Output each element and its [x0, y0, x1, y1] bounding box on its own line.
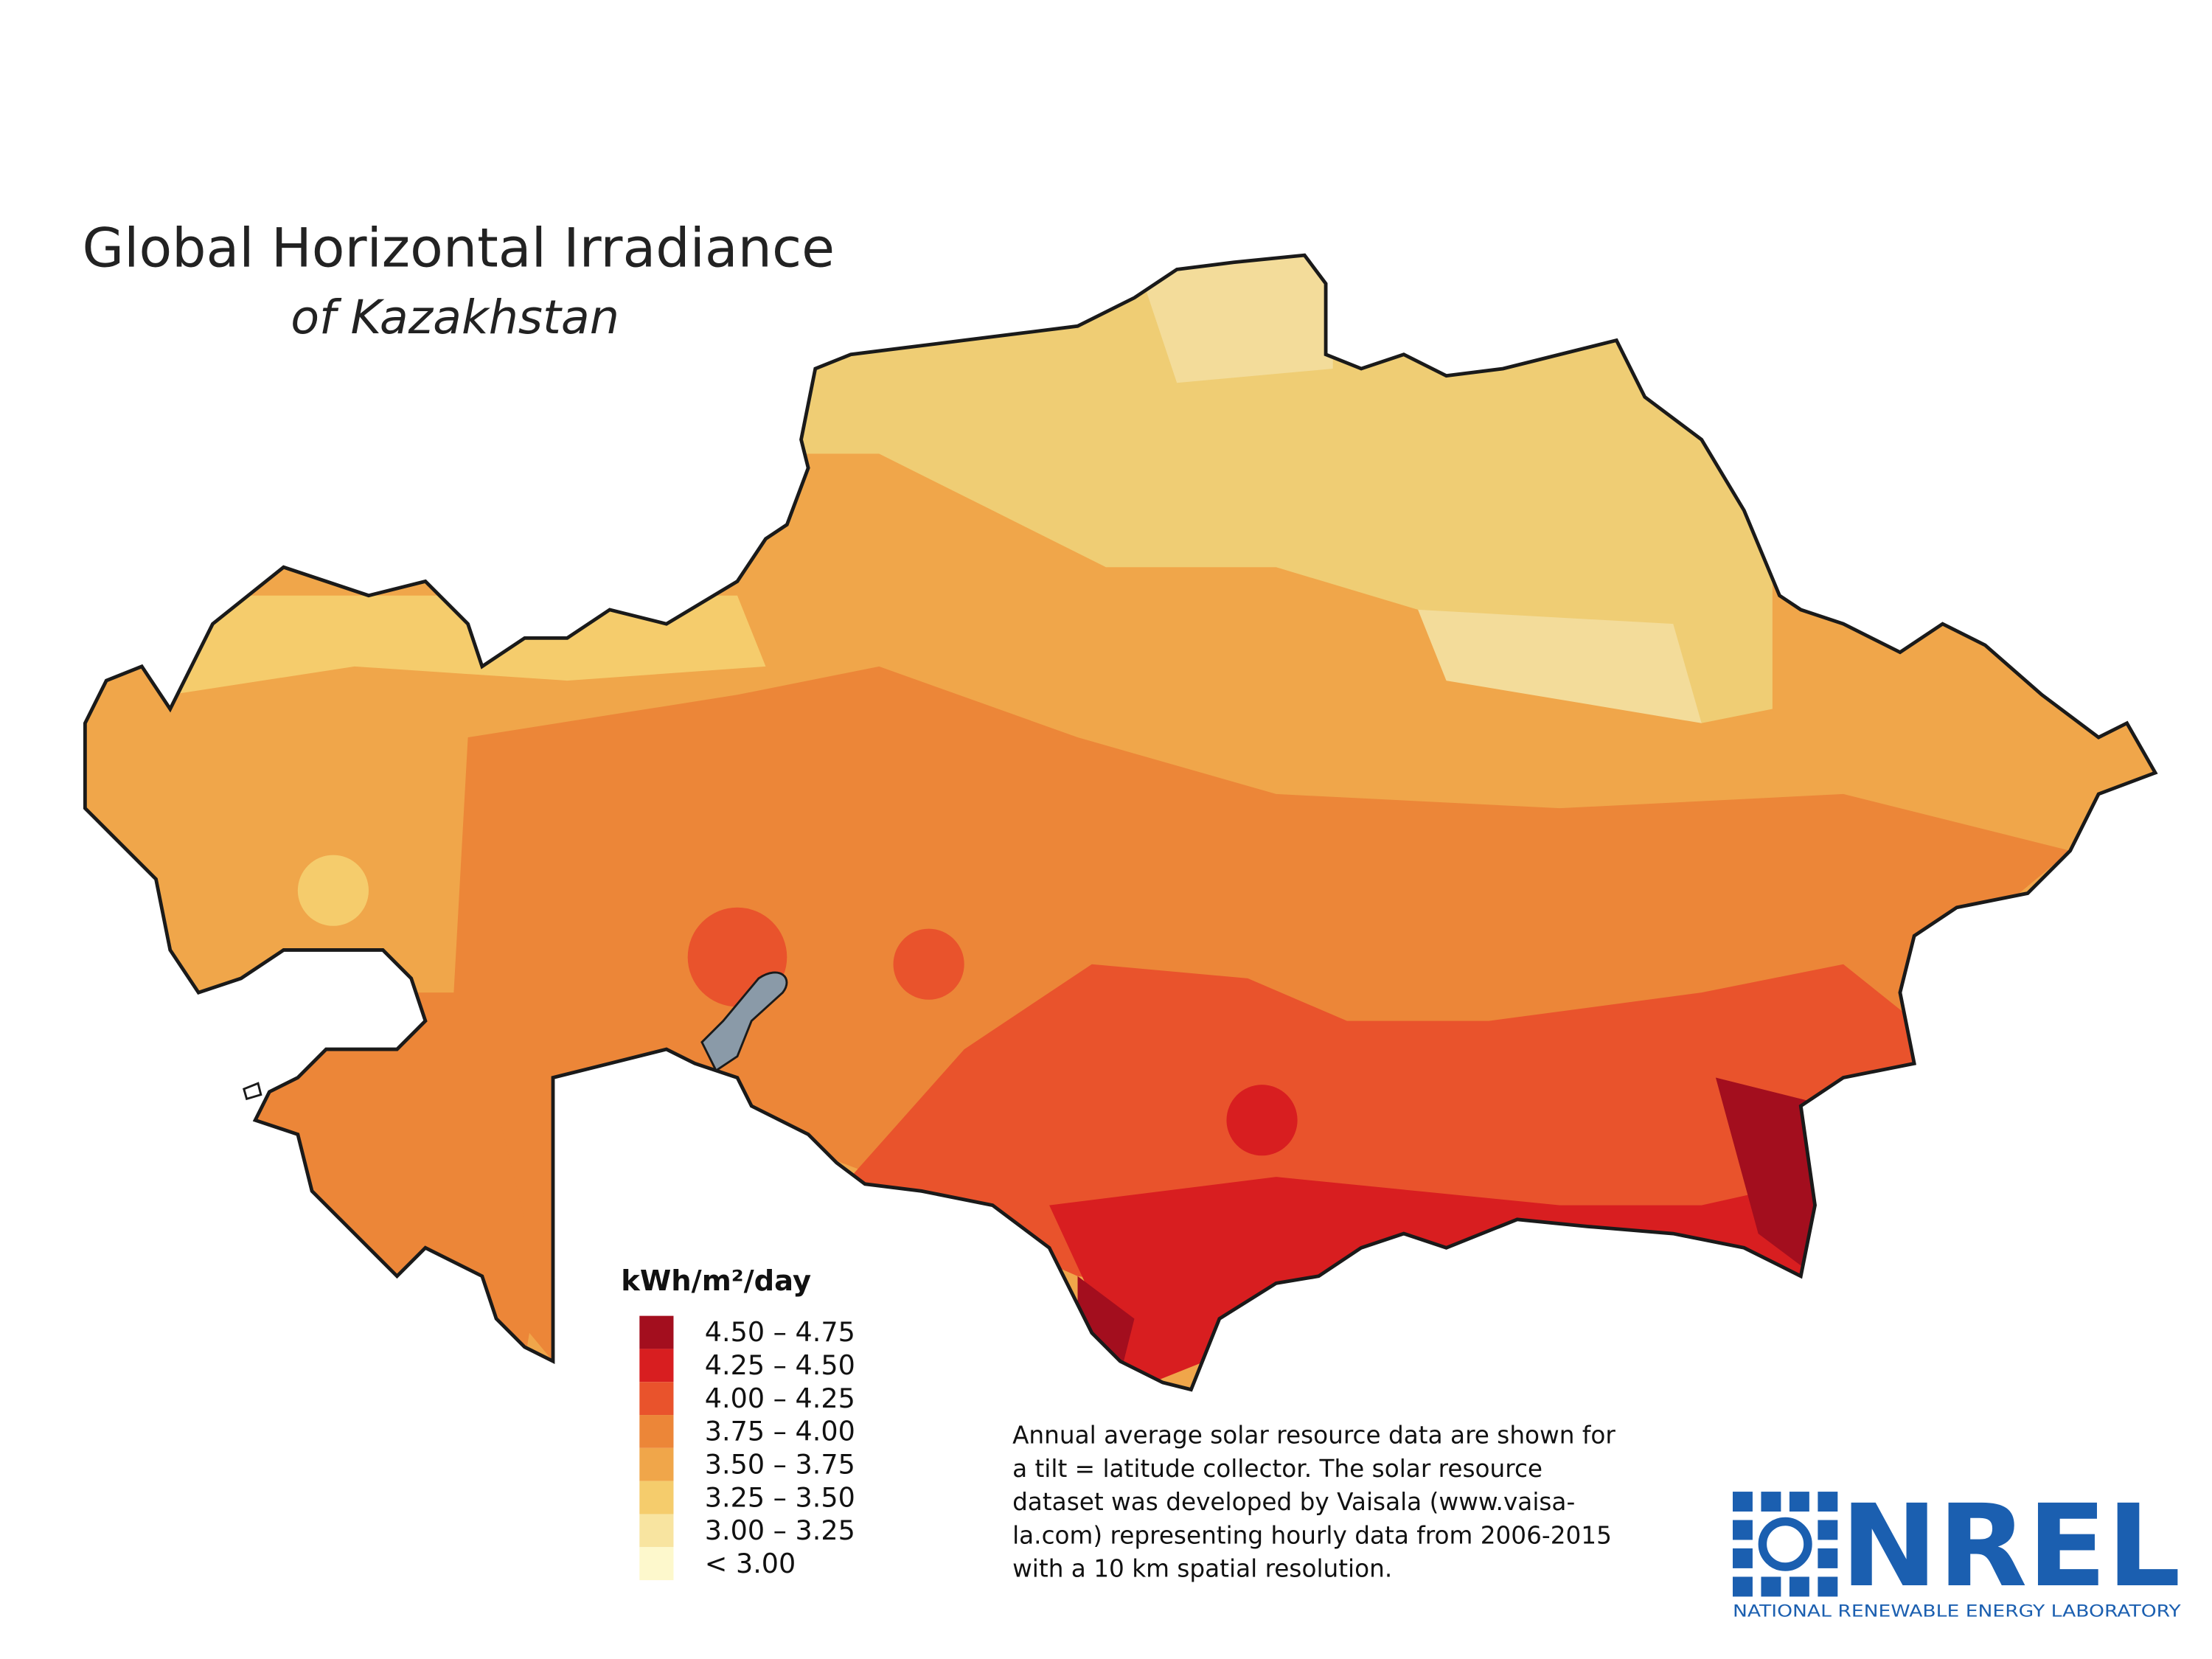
legend-swatch	[639, 1382, 674, 1416]
legend-label: 4.25 – 4.50	[705, 1349, 855, 1381]
legend-label: 4.00 – 4.25	[705, 1382, 855, 1414]
legend-label: 3.25 – 3.50	[705, 1481, 855, 1513]
legend-swatch	[639, 1415, 674, 1448]
note-line: a tilt = latitude collector. The solar r…	[1012, 1455, 1543, 1483]
note-line: la.com) representing hourly data from 20…	[1012, 1521, 1612, 1549]
legend-label: 3.75 – 4.00	[705, 1416, 855, 1447]
legend-swatch	[639, 1481, 674, 1514]
logo-name: NREL	[1840, 1481, 2181, 1613]
legend-label: 4.50 – 4.75	[705, 1316, 855, 1348]
legend: kWh/m²/day 4.50 – 4.754.25 – 4.504.00 – …	[621, 1265, 855, 1581]
island	[243, 1082, 262, 1101]
map-title: Global Horizontal Irradiance	[83, 218, 835, 280]
note: Annual average solar resource data are s…	[1012, 1422, 1615, 1583]
legend-label: 3.50 – 3.75	[705, 1448, 855, 1480]
map-subtitle: of Kazakhstan	[291, 290, 619, 344]
note-line: Annual average solar resource data are s…	[1012, 1422, 1615, 1450]
legend-swatch	[639, 1447, 674, 1481]
legend-swatch	[639, 1315, 674, 1349]
note-line: dataset was developed by Vaisala (www.va…	[1012, 1488, 1575, 1516]
logo-tagline: NATIONAL RENEWABLE ENERGY LABORATORY	[1733, 1601, 2181, 1621]
legend-title: kWh/m²/day	[621, 1265, 811, 1298]
legend-swatch	[639, 1547, 674, 1581]
logo: NREL NATIONAL RENEWABLE ENERGY LABORATOR…	[1733, 1481, 2181, 1621]
legend-label: 3.00 – 3.25	[705, 1514, 855, 1546]
legend-swatch	[639, 1349, 674, 1382]
aral-sea	[700, 971, 788, 1073]
legend-swatch	[639, 1514, 674, 1548]
legend-label: < 3.00	[705, 1548, 796, 1579]
note-line: with a 10 km spatial resolution.	[1012, 1554, 1392, 1582]
